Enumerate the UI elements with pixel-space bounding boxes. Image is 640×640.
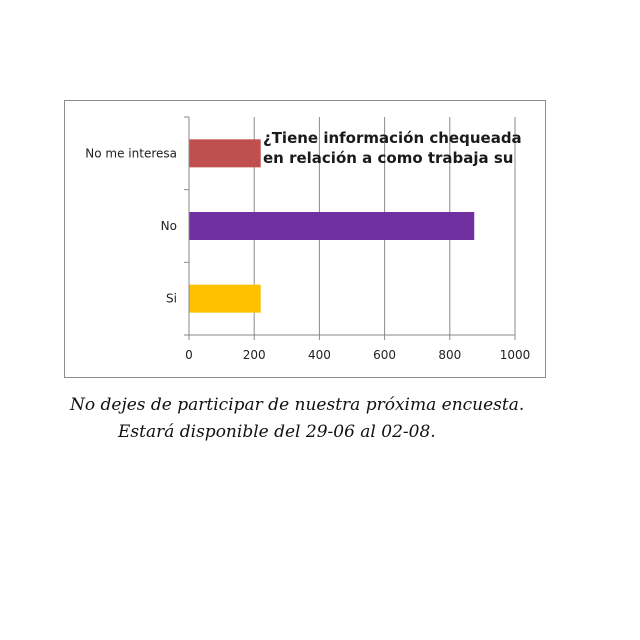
bar-chart: 0 200 400 600 800 1000 No me interesa No Si (85, 116, 531, 362)
chart-title-line-1: ¿Tiene información chequeada (263, 129, 522, 147)
x-tick-label: 0 (185, 348, 193, 362)
caption-line-1: No dejes de participar de nuestra próxim… (70, 395, 525, 415)
x-tick-label: 600 (373, 348, 396, 362)
bar-si (189, 284, 261, 313)
x-tick-label: 800 (438, 348, 461, 362)
x-tick-label: 1000 (500, 348, 531, 362)
caption-line-2: Estará disponible del 29-06 al 02-08. (118, 422, 436, 442)
y-category-label: Si (166, 292, 177, 306)
chart-frame: 0 200 400 600 800 1000 No me interesa No Si ¿Tie… (64, 100, 546, 378)
x-tick-label: 200 (243, 348, 266, 362)
bar-no (189, 212, 475, 240)
chart-title: ¿Tiene información chequeada en relación… (263, 128, 533, 168)
bar-no-me-interesa (189, 139, 261, 168)
chart-title-line-2: en relación a como trabaja su (263, 149, 514, 167)
survey-caption: No dejes de participar de nuestra próxim… (70, 392, 590, 446)
y-category-label: No (161, 219, 177, 233)
y-category-label: No me interesa (85, 146, 177, 160)
x-tick-label: 400 (308, 348, 331, 362)
